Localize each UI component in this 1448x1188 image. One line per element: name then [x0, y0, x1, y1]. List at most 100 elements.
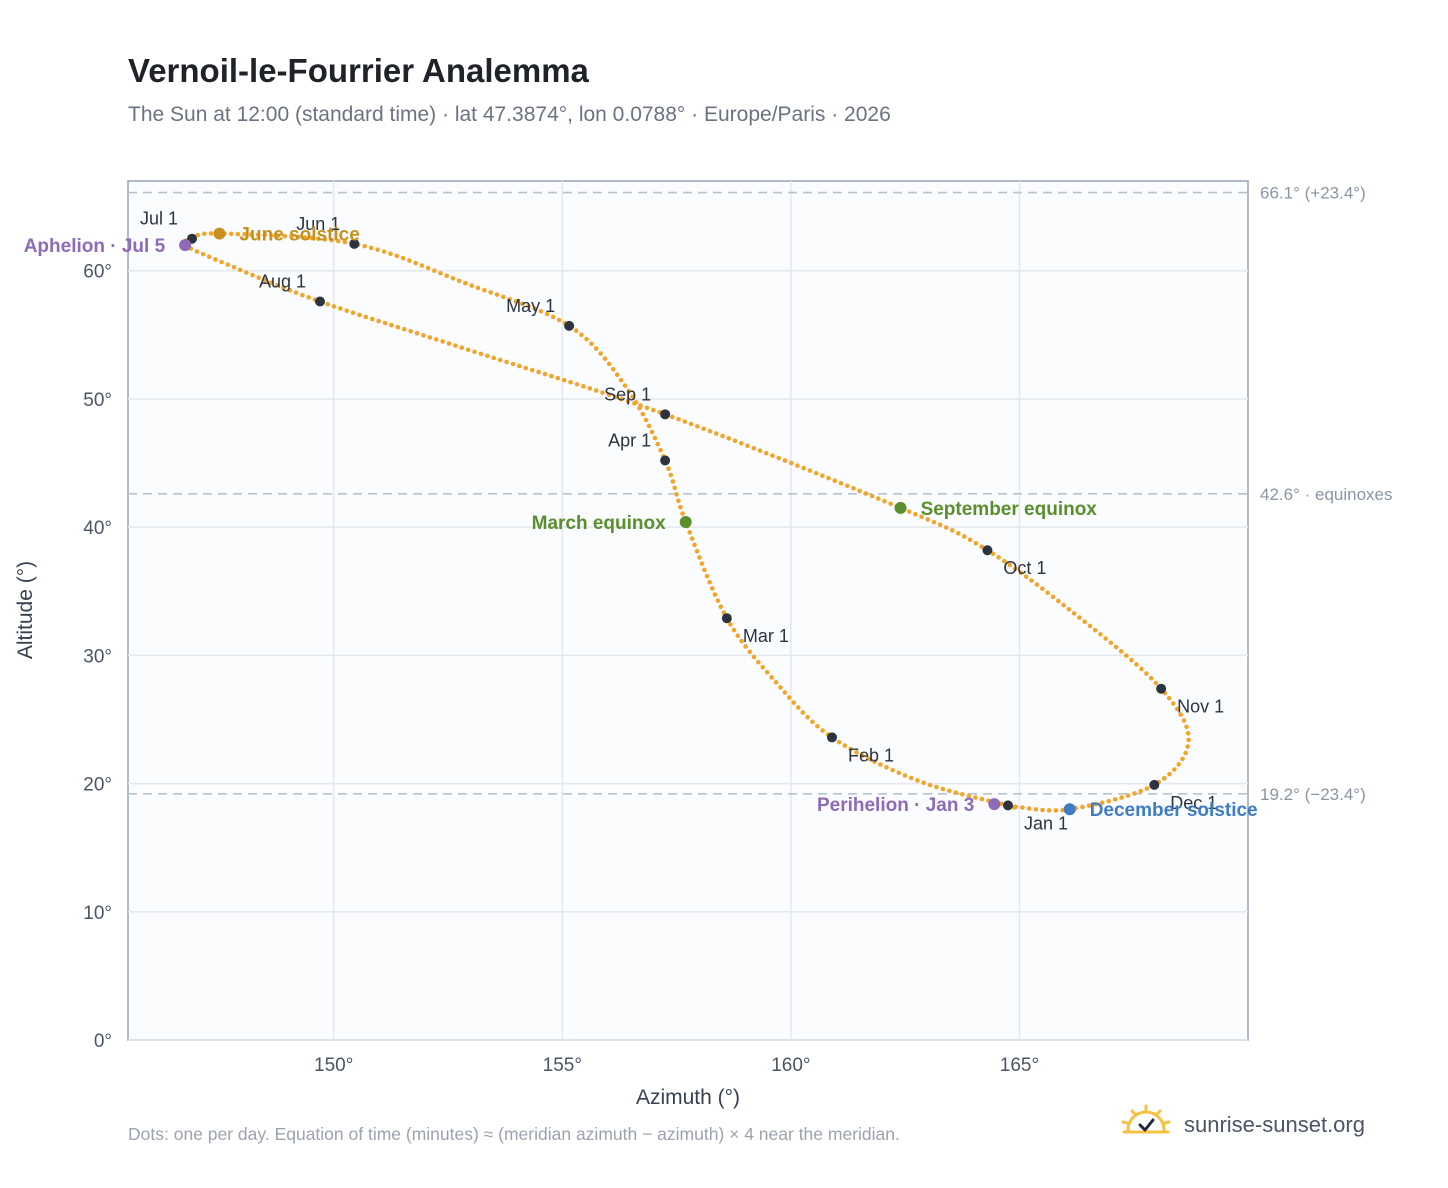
day-dot: [1093, 801, 1098, 807]
day-dot: [1108, 640, 1114, 646]
day-dot: [1092, 627, 1098, 633]
day-dot: [517, 363, 522, 369]
event-marker: [179, 239, 192, 252]
day-dot: [1056, 598, 1061, 604]
day-dot: [925, 517, 931, 522]
day-dot: [542, 371, 548, 377]
event-label: June solstice: [239, 225, 359, 246]
day-dot: [863, 491, 869, 496]
day-dot: [632, 401, 637, 406]
day-dot: [979, 796, 985, 802]
day-dot: [465, 347, 471, 353]
event-marker: [894, 501, 907, 514]
day-dot: [200, 251, 206, 257]
day-dot: [956, 531, 961, 536]
day-dot: [999, 801, 1004, 807]
day-dot: [1185, 730, 1191, 736]
day-dot: [338, 306, 343, 311]
day-dot: [555, 375, 561, 381]
day-dot: [695, 424, 700, 429]
day-dot: [757, 448, 763, 453]
day-dot: [544, 311, 550, 317]
day-dot: [655, 441, 661, 447]
day-dot: [302, 235, 308, 240]
day-dot: [526, 303, 531, 309]
reference-lines: 66.1° (+23.4°) 42.6° · equinoxes 19.2° (−2…: [128, 184, 1393, 804]
day-dot: [644, 405, 650, 411]
day-dot: [472, 349, 477, 355]
day-dot: [707, 428, 713, 434]
day-dot: [915, 778, 920, 783]
day-dot: [778, 685, 783, 690]
day-dot: [344, 308, 350, 313]
day-dot: [382, 320, 388, 326]
day-dot: [388, 251, 393, 257]
day-dot: [747, 649, 753, 655]
day-dot: [769, 675, 774, 680]
day-dot: [854, 750, 859, 755]
day-dot: [680, 511, 685, 516]
day-dot: [966, 793, 972, 799]
day-dot: [1144, 671, 1149, 676]
day-dot: [395, 324, 401, 330]
day-dot: [842, 743, 848, 748]
day-dot: [782, 458, 788, 463]
day-dot: [1050, 594, 1056, 600]
plot-area: [127, 180, 1249, 1041]
brand-logo[interactable]: sunrise-sunset.org: [1120, 1104, 1365, 1146]
day-dot: [1129, 657, 1134, 663]
day-dot: [697, 555, 702, 560]
day-dot: [630, 394, 635, 400]
x-tick-label: 165°: [1000, 1055, 1039, 1076]
day-dot: [760, 664, 766, 670]
day-dot: [450, 275, 456, 281]
day-dot: [906, 509, 912, 514]
day-dot: [478, 351, 484, 357]
day-dot: [202, 231, 207, 237]
day-dot: [801, 465, 806, 471]
day-dot: [459, 345, 465, 350]
day-dot: [336, 238, 341, 244]
day-dot: [606, 361, 612, 367]
day-dot: [584, 336, 589, 342]
day-dot: [658, 447, 663, 453]
day-dot: [1167, 771, 1172, 777]
reference-line-label: 42.6° · equinoxes: [1260, 485, 1393, 504]
day-dot: [795, 705, 801, 710]
day-dot: [400, 255, 406, 261]
day-dot: [262, 277, 268, 283]
day-dot: [362, 243, 367, 249]
day-dot: [751, 654, 757, 660]
day-dot: [316, 236, 321, 241]
day-dot: [688, 421, 694, 427]
day-dot: [1018, 570, 1024, 576]
day-dot: [1138, 788, 1144, 794]
month-markers: Jan 1 Feb 1 Mar 1 Apr 1 May 1 Jun 1 Jul 1 Aug 1…: [140, 209, 1224, 834]
day-dot: [967, 537, 973, 543]
day-dot: [413, 260, 418, 266]
day-dot: [427, 335, 433, 340]
day-dot: [293, 290, 299, 295]
day-dot: [687, 530, 693, 535]
day-dot: [1046, 808, 1052, 813]
day-dot: [556, 317, 562, 323]
day-dot: [927, 782, 933, 788]
day-dot: [589, 341, 594, 347]
y-tick-label: 40°: [83, 518, 112, 539]
day-dot: [606, 392, 612, 398]
y-axis-ticks: 0° 10° 20° 30° 40° 50° 60°: [83, 262, 112, 1052]
day-dot: [573, 328, 579, 334]
day-dot: [610, 366, 616, 372]
day-dot: [195, 232, 201, 238]
day-dot: [394, 253, 400, 259]
day-dot: [643, 417, 649, 423]
day-dot: [704, 573, 710, 579]
day-dot: [453, 343, 458, 348]
day-dot: [433, 337, 439, 342]
day-dot: [678, 504, 683, 510]
day-dot: [820, 473, 825, 478]
day-dot: [689, 536, 695, 541]
day-dot: [732, 438, 738, 444]
day-dot: [408, 328, 413, 334]
day-dot: [763, 450, 769, 456]
